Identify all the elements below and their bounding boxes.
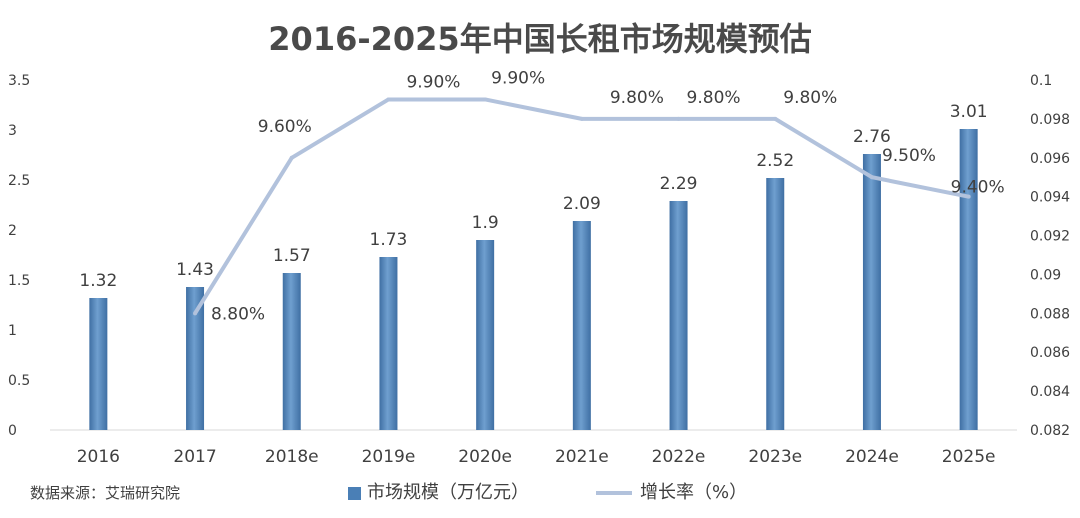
chart-title: 2016-2025年中国长租市场规模预估: [268, 20, 812, 58]
right-axis-tick: 0.09: [1030, 267, 1061, 283]
growth-rate-point: [869, 175, 874, 180]
bar-value-label: 1.9: [472, 213, 499, 233]
right-axis-tick: 0.1: [1030, 73, 1052, 89]
bar: [959, 129, 978, 430]
bar-value-label: 2.52: [756, 151, 794, 171]
growth-rate-point: [386, 97, 391, 102]
x-axis-tick: 2021e: [555, 447, 609, 467]
legend-line-swatch: [596, 491, 632, 495]
bar: [766, 178, 785, 430]
source-note: 数据来源：艾瑞研究院: [30, 484, 181, 502]
bar-value-label: 1.57: [273, 246, 311, 266]
right-axis-tick: 0.084: [1030, 384, 1070, 400]
right-axis-tick: 0.086: [1030, 345, 1070, 361]
right-axis-tick: 0.096: [1030, 151, 1070, 167]
bar: [282, 273, 301, 430]
bar: [476, 240, 495, 430]
x-axis-tick: 2022e: [652, 447, 706, 467]
growth-rate-point: [193, 311, 198, 316]
left-axis-tick: 2.5: [8, 173, 30, 189]
left-axis-tick: 0: [8, 423, 17, 439]
x-axis-tick: 2023e: [748, 447, 802, 467]
x-axis-tick: 2024e: [845, 447, 899, 467]
growth-rate-point: [483, 97, 488, 102]
growth-rate-point: [773, 116, 778, 121]
bar: [572, 221, 591, 430]
line-value-label: 9.50%: [882, 146, 936, 166]
bar-value-label: 2.76: [853, 127, 891, 147]
x-axis-tick: 2025e: [942, 447, 996, 467]
line-value-label: 9.80%: [783, 88, 837, 108]
line-value-label: 9.90%: [491, 68, 545, 88]
bar-value-label: 1.32: [79, 271, 117, 291]
line-value-label: 9.80%: [610, 88, 664, 108]
left-axis: 0 0.5 1 1.5 2 2.5 3 3.5: [8, 73, 30, 439]
legend-bar-swatch: [348, 486, 361, 500]
right-axis: 0.082 0.084 0.086 0.088 0.09 0.092 0.094 0.096 0…: [1030, 73, 1070, 439]
line-labels: 8.80% 9.60% 9.90% 9.90% 9.80% 9.80% 9.80% 9.50%…: [211, 68, 1005, 324]
line-series: [193, 97, 971, 316]
right-axis-tick: 0.082: [1030, 423, 1070, 439]
left-axis-tick: 0.5: [8, 373, 30, 389]
growth-rate-point: [676, 116, 681, 121]
x-axis-tick: 2019e: [362, 447, 416, 467]
line-value-label: 9.60%: [258, 117, 312, 137]
growth-rate-point: [289, 155, 294, 160]
x-axis-tick: 2017: [173, 447, 216, 467]
x-axis: 2016 2017 2018e 2019e 2020e 2021e 2022e 2023e 20…: [77, 447, 996, 467]
bar-labels: 1.32 1.43 1.57 1.73 1.9 2.09 2.29 2.52 2.76 3.01: [79, 102, 987, 291]
right-axis-tick: 0.092: [1030, 229, 1070, 245]
legend-label-market-size: 市场规模（万亿元）: [367, 482, 529, 503]
bar-value-label: 1.43: [176, 260, 214, 280]
right-axis-tick: 0.088: [1030, 306, 1070, 322]
right-axis-tick: 0.094: [1030, 190, 1070, 206]
growth-rate-point: [579, 116, 584, 121]
bar-value-label: 2.29: [660, 174, 698, 194]
bar: [89, 298, 108, 430]
line-value-label: 9.80%: [687, 88, 741, 108]
line-value-label: 9.90%: [406, 72, 460, 92]
bar-value-label: 2.09: [563, 194, 601, 214]
bar-value-label: 1.73: [370, 230, 408, 250]
left-axis-tick: 2: [8, 223, 17, 239]
left-axis-tick: 1: [8, 323, 17, 339]
legend-label-growth-rate: 增长率（%）: [640, 482, 748, 503]
left-axis-tick: 3.5: [8, 73, 30, 89]
bar: [379, 257, 398, 430]
left-axis-tick: 1.5: [8, 273, 30, 289]
bar-series: [89, 129, 978, 430]
line-value-label: 9.40%: [951, 178, 1005, 198]
bar: [669, 201, 688, 430]
left-axis-tick: 3: [8, 123, 17, 139]
line-value-label: 8.80%: [211, 304, 265, 324]
growth-rate-point: [966, 194, 971, 199]
x-axis-tick: 2018e: [265, 447, 319, 467]
legend-item-growth-rate: 增长率（%）: [596, 478, 747, 504]
bar-value-label: 3.01: [950, 102, 988, 122]
bar: [186, 287, 205, 430]
x-axis-tick: 2020e: [458, 447, 512, 467]
legend-item-market-size: 市场规模（万亿元）: [348, 478, 529, 504]
right-axis-tick: 0.098: [1030, 112, 1070, 128]
x-axis-tick: 2016: [77, 447, 120, 467]
bar: [862, 154, 881, 430]
